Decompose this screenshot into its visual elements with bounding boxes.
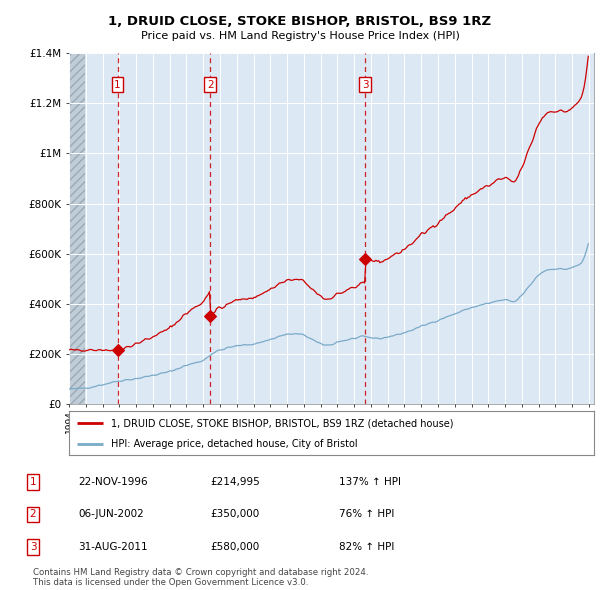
Text: 3: 3 (362, 80, 368, 90)
Text: £214,995: £214,995 (210, 477, 260, 487)
Text: 1, DRUID CLOSE, STOKE BISHOP, BRISTOL, BS9 1RZ: 1, DRUID CLOSE, STOKE BISHOP, BRISTOL, B… (109, 15, 491, 28)
Text: 2: 2 (29, 510, 37, 519)
Text: 06-JUN-2002: 06-JUN-2002 (78, 510, 144, 519)
Text: 1: 1 (29, 477, 37, 487)
Text: Price paid vs. HM Land Registry's House Price Index (HPI): Price paid vs. HM Land Registry's House … (140, 31, 460, 41)
Point (206, 312, 215, 321)
Text: 82% ↑ HPI: 82% ↑ HPI (339, 542, 394, 552)
Text: Contains HM Land Registry data © Crown copyright and database right 2024.
This d: Contains HM Land Registry data © Crown c… (33, 568, 368, 587)
Text: 2: 2 (207, 80, 214, 90)
Text: 1, DRUID CLOSE, STOKE BISHOP, BRISTOL, BS9 1RZ (detached house): 1, DRUID CLOSE, STOKE BISHOP, BRISTOL, B… (111, 418, 454, 428)
Point (113, 346, 122, 355)
Text: 76% ↑ HPI: 76% ↑ HPI (339, 510, 394, 519)
Text: £350,000: £350,000 (210, 510, 259, 519)
Point (361, 254, 370, 264)
Text: 31-AUG-2011: 31-AUG-2011 (78, 542, 148, 552)
Text: HPI: Average price, detached house, City of Bristol: HPI: Average price, detached house, City… (111, 438, 358, 448)
Text: 1: 1 (114, 80, 121, 90)
Text: 3: 3 (29, 542, 37, 552)
Text: 137% ↑ HPI: 137% ↑ HPI (339, 477, 401, 487)
Bar (69, 53, 85, 404)
Text: 22-NOV-1996: 22-NOV-1996 (78, 477, 148, 487)
Text: £580,000: £580,000 (210, 542, 259, 552)
